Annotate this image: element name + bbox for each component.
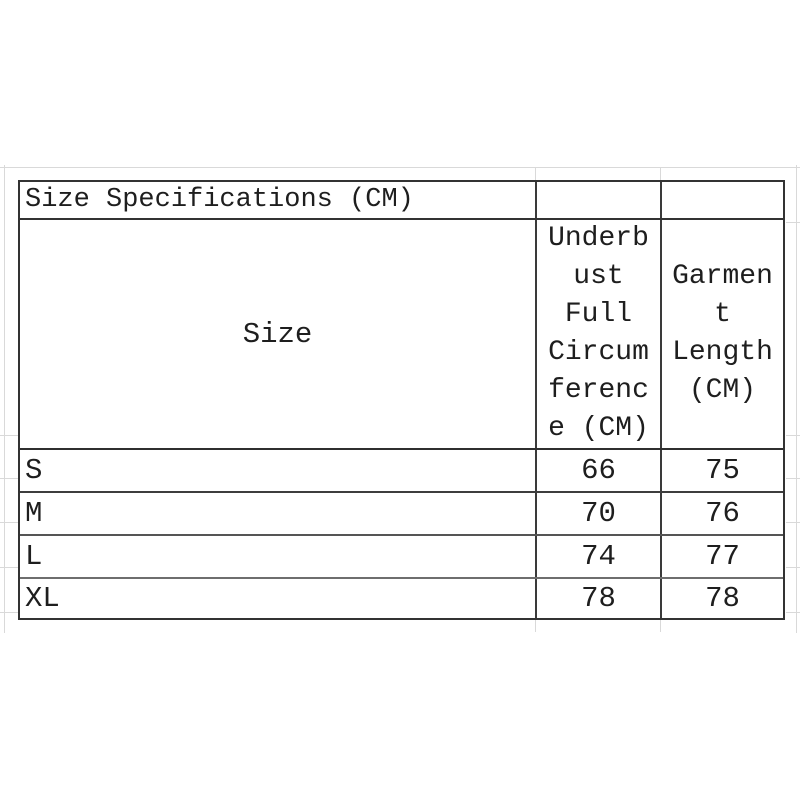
gridline-stub-right bbox=[786, 478, 800, 479]
size-label: L bbox=[25, 540, 43, 573]
size-spec-table: Size Specifications (CM) Size Underb ust… bbox=[18, 180, 785, 620]
gridline-stub-below-col2 bbox=[535, 620, 536, 632]
table-row-divider-l-xl bbox=[20, 577, 783, 579]
table-row: M 70 76 bbox=[20, 493, 783, 534]
table-row-divider-header bbox=[20, 448, 783, 450]
gridline-stub-left bbox=[0, 435, 18, 436]
gridline-stub-right bbox=[786, 222, 800, 223]
gridline-stub-left bbox=[0, 478, 18, 479]
gridline-stub-below-col3 bbox=[660, 620, 661, 632]
column-header-underbust-circumference: Underb ust Full Circum ferenc e (CM) bbox=[548, 223, 649, 444]
size-label: S bbox=[25, 454, 43, 487]
gridline-stub-right bbox=[786, 522, 800, 523]
table-column-divider-1 bbox=[535, 182, 537, 618]
column-header-size: Size bbox=[242, 317, 313, 351]
table-column-divider-2 bbox=[660, 182, 662, 618]
size-label: XL bbox=[25, 582, 60, 615]
size-label: M bbox=[25, 497, 43, 530]
table-row: S 66 75 bbox=[20, 450, 783, 491]
gridline-stub-right bbox=[786, 435, 800, 436]
gridline-vertical-left bbox=[4, 165, 5, 633]
gridline-stub-left bbox=[0, 612, 18, 613]
table-row-divider-title bbox=[20, 218, 783, 220]
gridline-stub-left bbox=[0, 522, 18, 523]
garment-length-value: 76 bbox=[705, 497, 740, 530]
table-row: XL 78 78 bbox=[20, 579, 783, 618]
underbust-value: 70 bbox=[581, 497, 616, 530]
gridline-vertical-right bbox=[796, 165, 797, 633]
garment-length-value: 78 bbox=[705, 582, 740, 615]
garment-length-value: 75 bbox=[705, 454, 740, 487]
column-header-garment-length: Garmen t Length (CM) bbox=[672, 261, 773, 406]
gridline-stub-left bbox=[0, 567, 18, 568]
underbust-value: 78 bbox=[581, 582, 616, 615]
underbust-value: 74 bbox=[581, 540, 616, 573]
table-title: Size Specifications (CM) bbox=[25, 185, 414, 215]
table-row: L 74 77 bbox=[20, 536, 783, 577]
underbust-value: 66 bbox=[581, 454, 616, 487]
gridline-stub-right bbox=[786, 567, 800, 568]
gridline-stub-above-col3 bbox=[660, 168, 661, 180]
garment-length-value: 77 bbox=[705, 540, 740, 573]
gridline-stub-above-col2 bbox=[535, 168, 536, 180]
gridline-horizontal-top bbox=[0, 167, 800, 168]
table-row-divider-m-l bbox=[20, 534, 783, 536]
gridline-stub-right bbox=[786, 612, 800, 613]
table-row-divider-s-m bbox=[20, 491, 783, 493]
